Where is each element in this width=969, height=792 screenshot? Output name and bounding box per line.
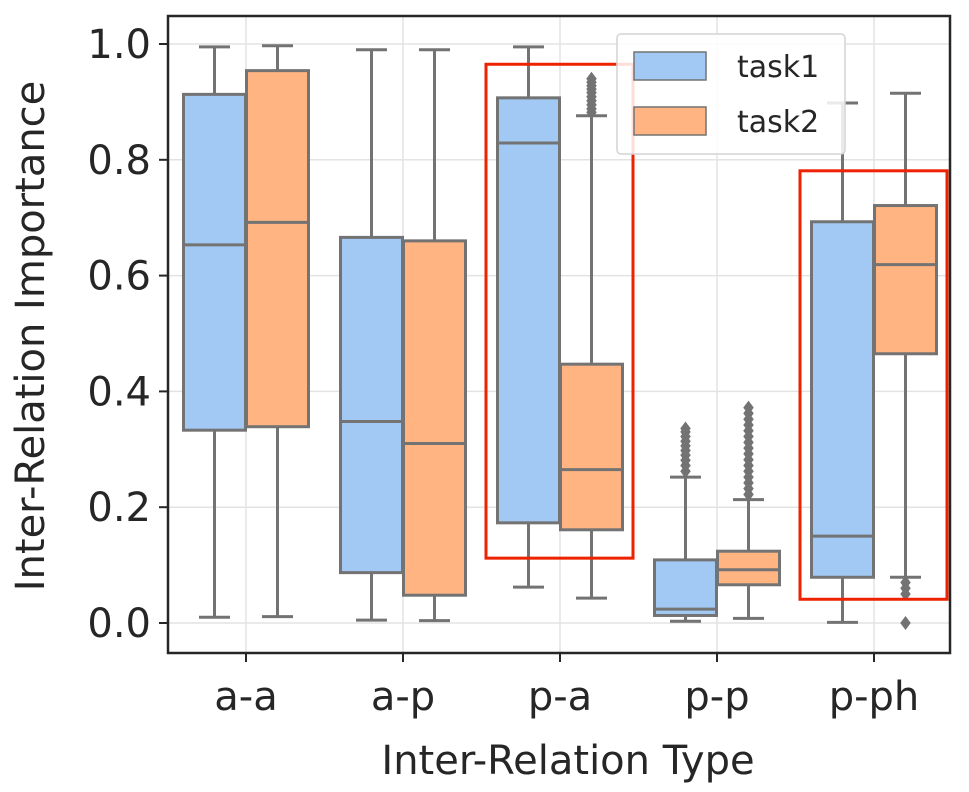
iqr-box	[873, 204, 938, 356]
legend-swatch-task2	[633, 106, 707, 136]
iqr-box	[810, 220, 875, 579]
box-task2-a-a	[245, 44, 310, 619]
box-task2-a-p	[402, 48, 467, 623]
y-tick-label: 0.0	[87, 601, 151, 647]
legend-label-task1: task1	[737, 50, 819, 85]
legend-swatch-task1	[633, 51, 707, 81]
legend: task1 task2	[616, 33, 846, 155]
box-series	[182, 44, 938, 630]
y-tick-label: 0.4	[87, 369, 151, 415]
iqr-box	[402, 239, 467, 597]
outlier-point	[680, 421, 691, 436]
box-task2-p-p	[716, 400, 781, 620]
iqr-box	[182, 92, 247, 432]
box-task1-p-ph	[810, 101, 875, 624]
box-task1-p-p	[653, 421, 718, 623]
axis-ticks: 0.0 0.2 0.4 0.6 0.8 1.0 a-a a-p p-a p-p p-ph	[87, 22, 919, 720]
y-tick-label: 0.2	[87, 485, 151, 531]
iqr-box	[339, 235, 404, 575]
x-tick-label: p-p	[684, 674, 749, 720]
y-axis-title: Inter-Relation Importance	[8, 81, 54, 592]
iqr-box	[716, 549, 781, 587]
x-tick-label: a-p	[371, 674, 435, 720]
x-axis-title: Inter-Relation Type	[381, 738, 754, 784]
highlight-box-p-a	[484, 62, 635, 560]
legend-label-task2: task2	[737, 105, 819, 140]
highlight-box-p-ph	[798, 169, 949, 601]
box-task1-a-p	[339, 48, 404, 622]
iqr-box	[245, 69, 310, 429]
y-tick-label: 0.8	[87, 138, 151, 184]
box-task2-p-ph	[873, 91, 938, 630]
y-tick-label: 1.0	[87, 22, 151, 68]
y-tick-label: 0.6	[87, 254, 151, 300]
box-task1-p-a	[496, 45, 561, 589]
x-tick-label: p-a	[528, 674, 592, 720]
x-tick-label: a-a	[214, 674, 277, 720]
outlier-point	[743, 400, 754, 415]
iqr-box	[559, 362, 624, 532]
x-tick-label: p-ph	[829, 674, 920, 720]
outlier-point	[900, 575, 911, 590]
outlier-point	[586, 71, 597, 86]
highlight-rectangles	[484, 62, 949, 601]
outlier-point	[900, 616, 911, 630]
iqr-box	[653, 558, 718, 617]
box-task2-p-a	[559, 71, 624, 600]
iqr-box	[496, 96, 561, 525]
